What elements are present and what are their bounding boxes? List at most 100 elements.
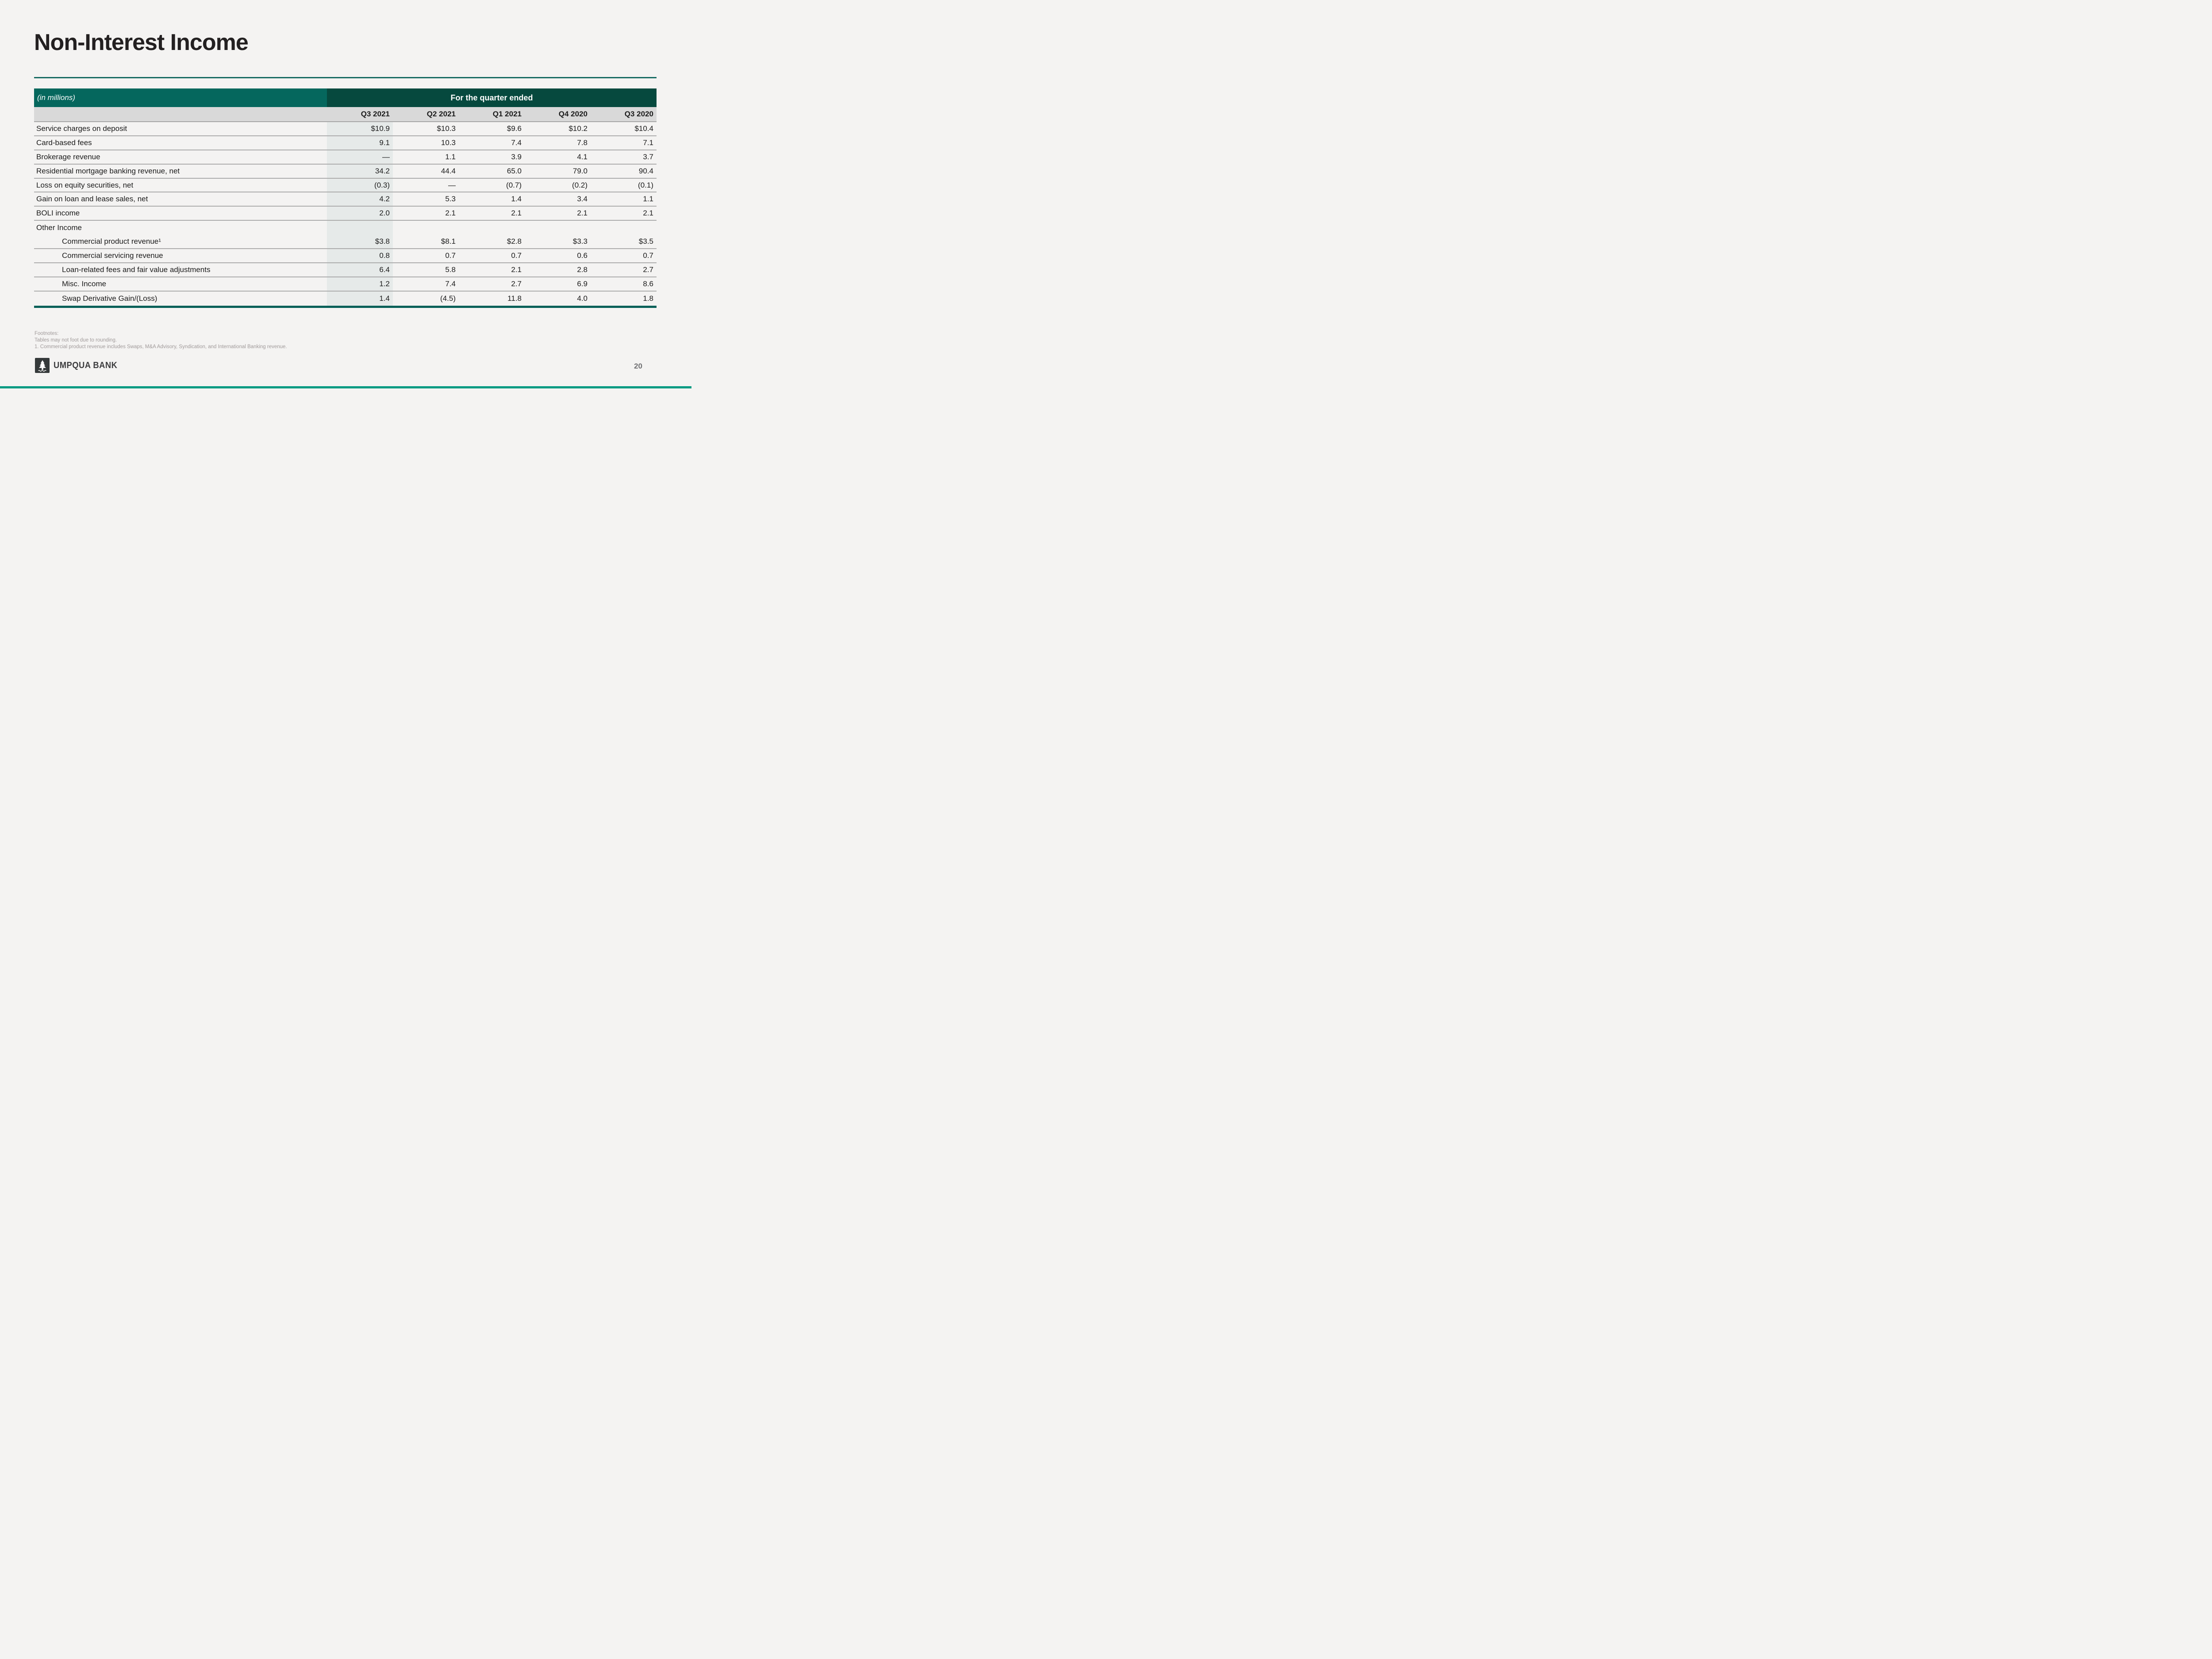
value-cell: 3.9 [511, 152, 522, 161]
value-cell: 1.8 [643, 294, 653, 303]
row-label: Swap Derivative Gain/(Loss) [62, 294, 157, 303]
value-cell: 5.8 [445, 265, 456, 274]
value-cell: 2.7 [643, 265, 653, 274]
footnotes: Footnotes: Tables may not foot due to ro… [35, 330, 287, 350]
row-label: Commercial product revenue¹ [62, 237, 161, 246]
column-header-spacer [34, 107, 327, 121]
value-cell: 0.6 [577, 251, 588, 260]
value-cell: 0.8 [327, 249, 393, 262]
footnote-line: Footnotes: [35, 331, 59, 336]
row-label: BOLI income [36, 209, 80, 218]
value-cell: 7.4 [511, 138, 522, 147]
table-corner-label: (in millions) [34, 88, 327, 107]
value-cell: — [327, 150, 393, 164]
column-header-row: Q3 2021 Q2 2021 Q1 2021 Q4 2020 Q3 2020 [34, 107, 657, 122]
value-cell: 2.1 [577, 209, 588, 218]
value-cell: 11.8 [507, 294, 522, 303]
value-cell: $3.3 [572, 237, 588, 246]
value-cell [591, 221, 657, 235]
value-cell: 10.3 [441, 138, 456, 147]
value-cell: 1.1 [445, 152, 456, 161]
row-label: Gain on loan and lease sales, net [36, 195, 148, 204]
value-cell: 6.4 [327, 263, 393, 276]
column-header-q3-2021: Q3 2021 [361, 110, 390, 118]
value-cell: 2.1 [511, 265, 522, 274]
value-cell: 5.3 [445, 195, 456, 204]
value-cell: (0.2) [572, 180, 588, 189]
page-title: Non-Interest Income [34, 30, 249, 55]
table-section-row: Other Income [34, 221, 657, 235]
row-label: Other Income [36, 223, 82, 232]
table-quarter-header: For the quarter ended [327, 88, 657, 107]
row-label: Brokerage revenue [36, 152, 100, 161]
value-cell: $10.4 [634, 124, 653, 133]
value-cell: 1.2 [327, 277, 393, 291]
value-cell: 7.8 [577, 138, 588, 147]
value-cell [393, 221, 459, 235]
column-header-q4-2020: Q4 2020 [558, 110, 588, 118]
value-cell: 90.4 [638, 166, 653, 175]
value-cell: $8.1 [441, 237, 456, 246]
value-cell: 1.1 [643, 195, 653, 204]
page-number: 20 [634, 362, 642, 370]
column-header-q1-2021: Q1 2021 [492, 110, 522, 118]
non-interest-income-table: (in millions) For the quarter ended Q3 2… [34, 88, 657, 308]
value-cell: $10.9 [327, 122, 393, 135]
footnote-line: 1. Commercial product revenue includes S… [35, 344, 287, 349]
value-cell: $9.6 [507, 124, 522, 133]
value-cell: 0.7 [643, 251, 653, 260]
value-cell: 34.2 [327, 164, 393, 178]
value-cell: 4.1 [577, 152, 588, 161]
table-row: Residential mortgage banking revenue, ne… [34, 164, 657, 179]
value-cell: 2.0 [327, 207, 393, 220]
bottom-accent-bar [0, 386, 691, 388]
value-cell: (0.3) [327, 178, 393, 192]
table-row: Loss on equity securities, net (0.3) — (… [34, 178, 657, 193]
table-row: Service charges on deposit $10.9 $10.3 $… [34, 122, 657, 136]
pine-tree-icon [35, 358, 50, 373]
value-cell: 8.6 [643, 279, 653, 288]
value-cell: $10.3 [437, 124, 456, 133]
table-row: BOLI income 2.0 2.1 2.1 2.1 2.1 [34, 207, 657, 221]
value-cell: 2.1 [511, 209, 522, 218]
value-cell: 2.1 [643, 209, 653, 218]
row-label: Service charges on deposit [36, 124, 127, 133]
row-label: Residential mortgage banking revenue, ne… [36, 166, 180, 175]
brand-name: UMPQUA BANK [54, 360, 118, 370]
value-cell: 1.4 [511, 195, 522, 204]
footnote-line: Tables may not foot due to rounding. [35, 338, 117, 343]
value-cell: 0.7 [445, 251, 456, 260]
table-header: (in millions) For the quarter ended [34, 88, 657, 107]
value-cell [459, 221, 525, 235]
value-cell: $2.8 [507, 237, 522, 246]
title-divider [34, 77, 657, 78]
table-bottom-bar [34, 305, 657, 308]
value-cell: 2.1 [445, 209, 456, 218]
value-cell: $3.8 [327, 235, 393, 249]
umpqua-logo: UMPQUA BANK [35, 358, 123, 373]
value-cell: 7.4 [445, 279, 456, 288]
value-cell: — [448, 180, 456, 189]
table-row: Commercial servicing revenue 0.8 0.7 0.7… [34, 249, 657, 263]
column-header-q3-2020: Q3 2020 [624, 110, 653, 118]
value-cell: 2.7 [511, 279, 522, 288]
row-label: Commercial servicing revenue [62, 251, 163, 260]
table-row: Swap Derivative Gain/(Loss) 1.4 (4.5) 11… [34, 291, 657, 306]
table-row: Loan-related fees and fair value adjustm… [34, 263, 657, 277]
table-row: Gain on loan and lease sales, net 4.2 5.… [34, 192, 657, 207]
value-cell: $3.5 [638, 237, 653, 246]
value-cell: 2.8 [577, 265, 588, 274]
value-cell: 6.9 [577, 279, 588, 288]
row-label: Misc. Income [62, 279, 107, 288]
value-cell: 44.4 [441, 166, 456, 175]
value-cell: 79.0 [572, 166, 588, 175]
row-label: Loan-related fees and fair value adjustm… [62, 265, 211, 274]
value-cell: (0.1) [638, 180, 653, 189]
value-cell [327, 221, 393, 235]
value-cell: $10.2 [568, 124, 588, 133]
value-cell: 0.7 [511, 251, 522, 260]
value-cell: 4.2 [327, 192, 393, 206]
value-cell: 4.0 [577, 294, 588, 303]
table-row: Commercial product revenue¹ $3.8 $8.1 $2… [34, 235, 657, 250]
value-cell: (0.7) [506, 180, 522, 189]
